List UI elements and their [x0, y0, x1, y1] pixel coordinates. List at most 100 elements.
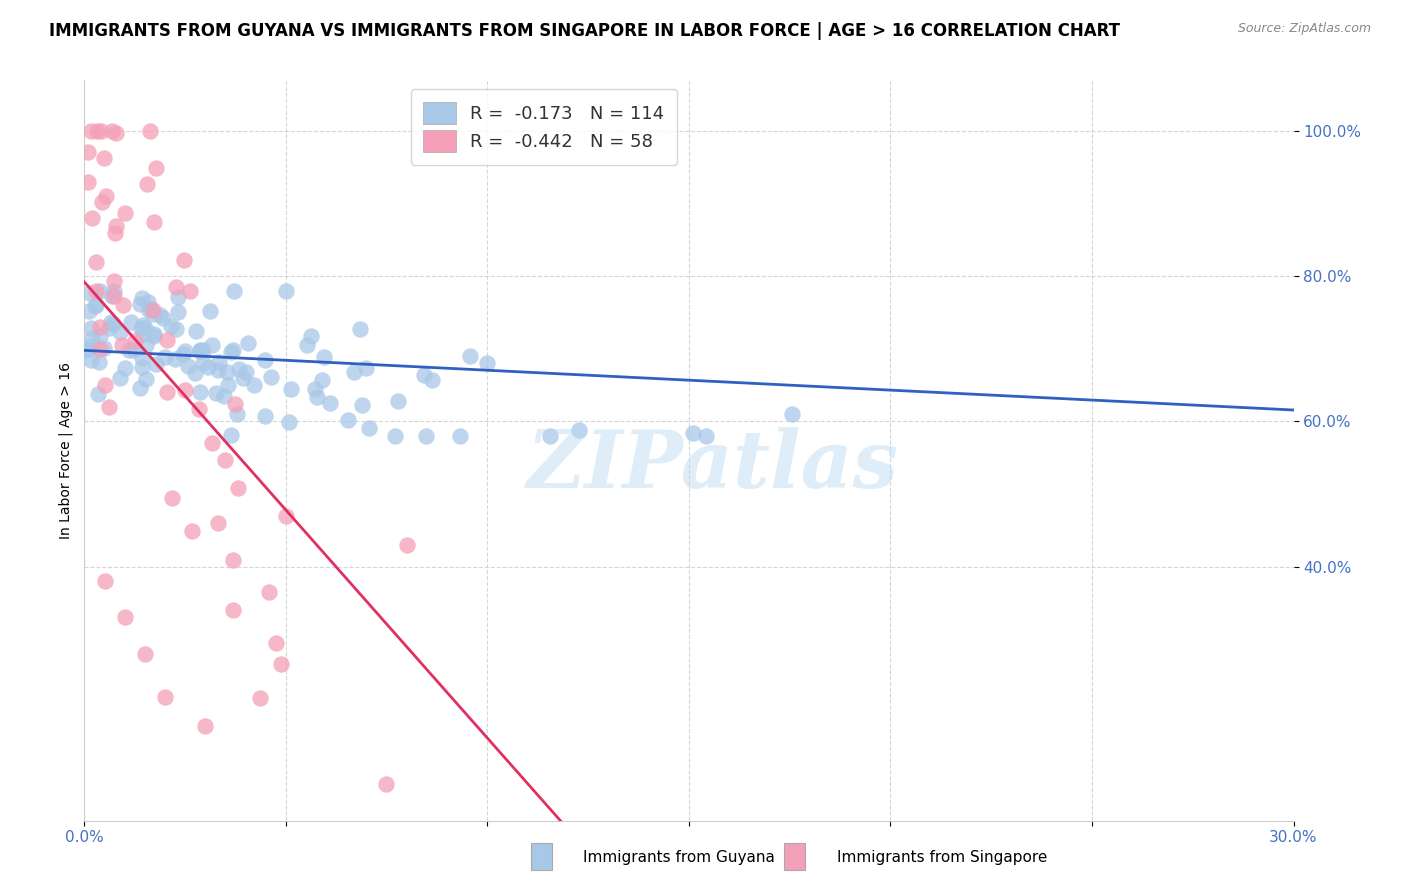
Point — [124, 334, 146, 349]
Point — [219, 428, 242, 442]
Point — [114, 361, 136, 376]
Point — [222, 553, 245, 567]
Point — [374, 777, 396, 791]
Point — [141, 301, 163, 316]
Point — [108, 371, 131, 385]
Point — [254, 353, 277, 368]
Point — [134, 647, 156, 661]
Point — [221, 603, 243, 617]
Point — [135, 177, 157, 191]
Legend: R =  -0.173   N = 114, R =  -0.442   N = 58: R = -0.173 N = 114, R = -0.442 N = 58 — [411, 89, 678, 165]
Point — [165, 280, 187, 294]
Point — [89, 329, 111, 343]
Text: Immigrants from Singapore: Immigrants from Singapore — [837, 850, 1047, 865]
Point — [214, 453, 236, 467]
Point — [194, 719, 217, 733]
Point — [142, 307, 165, 321]
Point — [395, 538, 418, 552]
Point — [224, 397, 246, 411]
Point — [274, 508, 297, 523]
Point — [420, 373, 443, 387]
Point — [80, 124, 103, 138]
Point — [191, 343, 214, 357]
Point — [235, 365, 257, 379]
Point — [145, 161, 167, 175]
Point — [103, 318, 125, 332]
Point — [226, 407, 249, 421]
Point — [135, 338, 157, 352]
Point — [174, 344, 197, 359]
Point — [76, 342, 98, 356]
Point — [277, 415, 299, 429]
Point — [101, 124, 124, 138]
Point — [111, 338, 134, 352]
Point — [131, 326, 153, 341]
Point — [162, 491, 184, 505]
Point — [190, 384, 212, 399]
Point — [224, 284, 246, 298]
Point — [73, 343, 96, 357]
Point — [188, 401, 211, 416]
Point — [232, 371, 254, 385]
Point — [86, 284, 108, 298]
Point — [253, 409, 276, 424]
Point — [153, 690, 176, 705]
Point — [142, 215, 165, 229]
Point — [221, 343, 243, 357]
Point — [319, 396, 342, 410]
Point — [152, 310, 174, 325]
Point — [197, 359, 219, 374]
Point — [207, 516, 229, 530]
Point — [172, 347, 194, 361]
Point — [343, 365, 366, 379]
Point — [97, 400, 120, 414]
Point — [449, 429, 471, 443]
Point — [89, 284, 111, 298]
Point — [156, 385, 179, 400]
Point — [190, 344, 212, 359]
Point — [350, 398, 373, 412]
Point — [114, 205, 136, 219]
Point — [384, 429, 406, 443]
Point — [98, 321, 121, 335]
Point — [77, 303, 100, 318]
Point — [80, 353, 103, 368]
Point — [243, 377, 266, 392]
Point — [80, 339, 103, 353]
Point — [475, 355, 498, 369]
Point — [103, 274, 125, 288]
Point — [122, 343, 145, 357]
Point — [142, 302, 165, 317]
Point — [136, 295, 159, 310]
Point — [167, 305, 190, 319]
Text: Source: ZipAtlas.com: Source: ZipAtlas.com — [1237, 22, 1371, 36]
Text: ZIPatlas: ZIPatlas — [527, 426, 900, 504]
Point — [200, 304, 222, 318]
Point — [167, 290, 190, 304]
Point — [114, 610, 136, 624]
Point — [183, 366, 205, 380]
Point — [103, 284, 125, 298]
Point — [179, 284, 201, 298]
Point — [228, 362, 250, 376]
Point — [311, 373, 333, 387]
Point — [104, 126, 127, 140]
Point — [84, 298, 107, 312]
Point — [103, 288, 125, 302]
Point — [108, 325, 131, 339]
Y-axis label: In Labor Force | Age > 16: In Labor Force | Age > 16 — [59, 362, 73, 539]
Point — [568, 423, 591, 437]
Point — [280, 382, 302, 396]
Text: IMMIGRANTS FROM GUYANA VS IMMIGRANTS FROM SINGAPORE IN LABOR FORCE | AGE > 16 CO: IMMIGRANTS FROM GUYANA VS IMMIGRANTS FRO… — [49, 22, 1121, 40]
Text: Immigrants from Guyana: Immigrants from Guyana — [583, 850, 775, 865]
Point — [104, 226, 127, 240]
Point — [201, 337, 224, 351]
Point — [188, 344, 211, 359]
Point — [682, 425, 704, 440]
Point — [695, 429, 717, 443]
Point — [458, 349, 481, 363]
Point — [208, 355, 231, 369]
Point — [217, 378, 239, 392]
Point — [145, 357, 167, 371]
Point — [143, 326, 166, 341]
